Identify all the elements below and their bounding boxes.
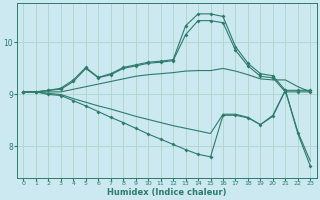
- X-axis label: Humidex (Indice chaleur): Humidex (Indice chaleur): [107, 188, 227, 197]
